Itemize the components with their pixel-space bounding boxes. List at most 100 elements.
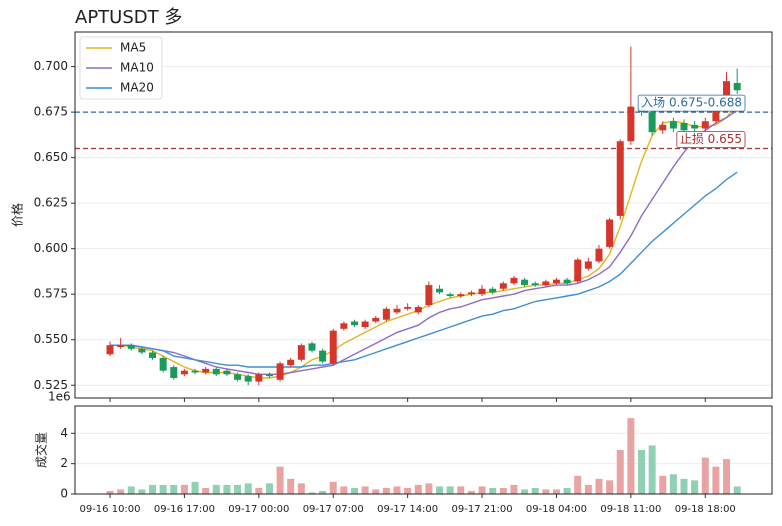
candle-body xyxy=(404,306,412,309)
volume-bar xyxy=(574,475,582,494)
x-tick-label: 09-17 07:00 xyxy=(303,504,364,515)
candle-body xyxy=(159,357,167,371)
volume-bar xyxy=(255,487,263,494)
legend-label: MA10 xyxy=(120,61,154,75)
volume-bar xyxy=(595,478,603,494)
volume-offset-label: 1e6 xyxy=(48,390,71,404)
y-tick-label: 0.650 xyxy=(34,150,68,164)
candle-body xyxy=(627,106,635,142)
candle-body xyxy=(542,281,550,286)
volume-bar xyxy=(372,489,380,494)
candle-body xyxy=(489,288,497,293)
candle-body xyxy=(723,81,731,96)
volume-bar xyxy=(287,478,295,494)
reference-label-box xyxy=(637,94,746,112)
candle-body xyxy=(170,367,178,378)
volume-bar xyxy=(606,480,614,494)
candle-body xyxy=(202,368,210,373)
volume-bar xyxy=(457,486,465,494)
candle-body xyxy=(329,330,337,364)
ma-line xyxy=(110,109,738,375)
candle-body xyxy=(287,359,295,366)
volume-bar xyxy=(138,489,146,494)
reference-label: 入场 0.675-0.688 xyxy=(641,96,742,110)
x-tick-label: 09-17 21:00 xyxy=(452,504,513,515)
candle-body xyxy=(414,306,422,313)
candle-body xyxy=(223,370,231,375)
candle-body xyxy=(319,350,327,362)
volume-bar xyxy=(467,490,475,494)
candle-body xyxy=(308,343,316,351)
candle-body xyxy=(212,368,220,375)
candle-body xyxy=(276,363,284,380)
volume-bar xyxy=(478,486,486,494)
volume-bar xyxy=(510,484,518,494)
volume-bar xyxy=(244,483,252,494)
volume-bar xyxy=(106,490,114,494)
candle-body xyxy=(361,321,369,327)
volume-bar xyxy=(648,445,656,494)
candle-body xyxy=(733,82,741,91)
x-tick-label: 09-17 00:00 xyxy=(228,504,289,515)
candle-body xyxy=(499,283,507,289)
candle-body xyxy=(680,123,688,131)
volume-bar xyxy=(329,481,337,494)
volume-bar xyxy=(499,487,507,494)
candle-body xyxy=(648,112,656,133)
volume-bar xyxy=(212,484,220,494)
volume-bar xyxy=(350,487,358,494)
candle-body xyxy=(372,317,380,322)
reference-label: 止损 0.655 xyxy=(680,132,742,146)
y-tick-label: 0.550 xyxy=(34,332,68,346)
candle-body xyxy=(350,321,358,326)
volume-bar xyxy=(542,489,550,494)
candle-body xyxy=(478,288,486,295)
volume-bar xyxy=(712,466,720,494)
candle-body xyxy=(467,292,475,295)
candle-body xyxy=(393,308,401,313)
candle-body xyxy=(106,345,114,355)
candle-body xyxy=(563,279,571,284)
x-tick-label: 09-18 04:00 xyxy=(526,504,587,515)
candle-body xyxy=(616,141,624,216)
volume-bar xyxy=(276,466,284,494)
volume-bar xyxy=(127,486,135,494)
y-tick-label: 0.675 xyxy=(34,105,68,119)
volume-bar xyxy=(297,483,305,494)
x-tick-label: 09-18 18:00 xyxy=(675,504,736,515)
volume-bar xyxy=(552,489,560,494)
volume-bar xyxy=(340,486,348,494)
volume-bar xyxy=(691,480,699,494)
candle-body xyxy=(446,294,454,297)
ma-line xyxy=(110,171,738,368)
candle-body xyxy=(180,370,188,375)
volume-bar xyxy=(425,483,433,494)
legend: MA5 MA10 MA20 xyxy=(79,36,163,100)
candle-body xyxy=(234,374,242,380)
candle-body xyxy=(510,277,518,284)
volume-bar xyxy=(265,483,273,494)
y-tick-label: 0.525 xyxy=(34,378,68,392)
volume-bar xyxy=(393,486,401,494)
reference-label-box xyxy=(676,131,746,148)
volume-bar xyxy=(627,418,635,494)
volume-bar xyxy=(616,450,624,494)
candle-body xyxy=(691,124,699,129)
volume-bar xyxy=(723,459,731,494)
candle-body xyxy=(531,283,539,286)
candle-body xyxy=(606,219,614,247)
volume-bar xyxy=(489,487,497,494)
candle-body xyxy=(521,279,529,286)
y-tick-label: 0 xyxy=(60,487,68,501)
y-tick-label: 2 xyxy=(60,456,68,470)
candle-body xyxy=(669,121,677,129)
x-tick-label: 09-16 10:00 xyxy=(79,504,140,515)
candle-body xyxy=(701,121,709,129)
candle-body xyxy=(255,374,263,382)
y-axis-label: 价格 xyxy=(10,203,25,227)
volume-bar xyxy=(234,484,242,494)
volume-bar xyxy=(446,486,454,494)
x-tick-label: 09-16 17:00 xyxy=(154,504,215,515)
x-tick-label: 09-18 11:00 xyxy=(600,504,661,515)
